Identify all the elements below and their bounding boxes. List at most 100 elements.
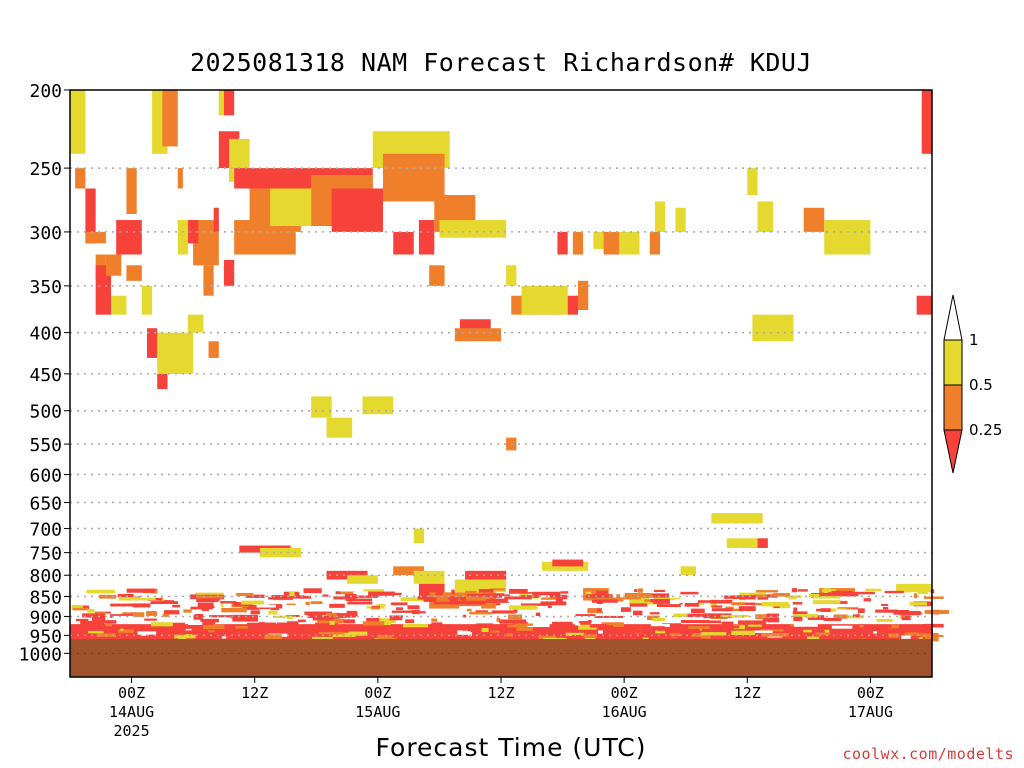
pbl-streak (335, 591, 341, 595)
pbl-streak (811, 592, 835, 598)
ri-cell (105, 254, 122, 276)
pbl-streak (71, 604, 83, 610)
pbl-streak (190, 606, 213, 610)
colorbar-label: 1 (969, 331, 979, 349)
pbl-streak (769, 625, 775, 630)
pbl-streak (178, 636, 186, 640)
pbl-streak (303, 596, 333, 602)
pbl-streak (366, 618, 380, 623)
pbl-streak (859, 627, 876, 631)
y-tick-label: 250 (29, 159, 62, 180)
pbl-streak (417, 596, 426, 600)
ri-cell (413, 570, 445, 584)
pbl-streak (507, 624, 528, 628)
pbl-streak (169, 622, 186, 627)
pbl-streak (370, 607, 380, 610)
pbl-streak (499, 619, 527, 624)
x-tick-label: 12Z (241, 684, 268, 702)
pbl-streak (904, 632, 932, 637)
pbl-streak (549, 594, 568, 600)
ri-cell (654, 201, 666, 232)
pbl-streak (785, 595, 802, 599)
pbl-streak (261, 625, 272, 628)
pbl-streak (887, 624, 900, 629)
pbl-streak (575, 614, 596, 617)
y-tick-label: 800 (29, 566, 62, 587)
y-tick-label: 900 (29, 607, 62, 628)
pbl-streak (353, 591, 358, 596)
ri-cell (382, 153, 445, 202)
pbl-streak (126, 588, 156, 593)
pbl-streak (532, 591, 561, 596)
pbl-streak (565, 632, 585, 637)
pbl-streak (177, 630, 197, 635)
pbl-streak (263, 624, 287, 629)
pbl-streak (642, 593, 670, 598)
pbl-streak (264, 617, 288, 623)
pbl-streak (76, 618, 89, 622)
pbl-streak (520, 603, 549, 606)
ri-cell (177, 220, 189, 255)
colorbar-red (943, 429, 963, 474)
ri-cell (347, 575, 378, 584)
ri-cell (552, 559, 584, 567)
pbl-streak (761, 632, 789, 637)
pbl-streak (756, 590, 779, 593)
pbl-streak (526, 622, 550, 628)
pbl-streak (629, 603, 648, 607)
pbl-streak (486, 593, 505, 596)
pbl-streak (701, 628, 717, 634)
pbl-streak (150, 622, 173, 627)
pbl-streak (731, 630, 755, 635)
ri-cell (747, 168, 758, 196)
pbl-streak (466, 608, 472, 612)
y-tick-label: 750 (29, 544, 62, 565)
pbl-streak (363, 589, 385, 592)
pbl-streak (865, 588, 882, 592)
ri-cell (213, 207, 219, 232)
pbl-streak (172, 629, 181, 632)
ri-cell (465, 570, 507, 580)
pbl-streak (578, 624, 601, 630)
pbl-streak (863, 598, 871, 602)
pbl-streak (240, 600, 265, 605)
pbl-streak (313, 615, 333, 621)
pbl-streak (220, 601, 237, 604)
ri-cell (95, 265, 112, 315)
pbl-streak (481, 627, 489, 633)
pbl-streak (110, 603, 133, 607)
pbl-streak (117, 629, 134, 633)
pbl-streak (417, 628, 442, 632)
pbl-streak (508, 614, 523, 620)
pbl-streak (208, 630, 215, 633)
pbl-streak (853, 613, 860, 618)
pbl-streak (495, 603, 501, 606)
pbl-streak (117, 593, 134, 597)
pbl-streak (924, 610, 949, 614)
x-tick-label: 17AUG (848, 703, 893, 721)
pbl-streak (662, 623, 682, 629)
pbl-streak (835, 609, 858, 615)
pbl-streak (209, 615, 236, 618)
pbl-streak (315, 622, 339, 626)
y-tick-label: 200 (29, 81, 62, 102)
pbl-streak (670, 633, 683, 637)
pbl-streak (812, 595, 841, 599)
pbl-streak (145, 627, 152, 630)
ri-cell (711, 513, 763, 524)
pbl-streak (656, 604, 681, 608)
pbl-streak (150, 601, 178, 605)
pbl-streak (793, 623, 818, 627)
y-tick-label: 300 (29, 223, 62, 244)
pbl-streak (674, 599, 698, 604)
ground-fill (70, 639, 932, 677)
pbl-streak (863, 624, 892, 628)
pbl-streak (594, 615, 624, 618)
pbl-streak (144, 618, 157, 621)
ri-cell (75, 168, 86, 189)
pbl-streak (462, 628, 477, 631)
pbl-streak (137, 631, 157, 635)
pbl-streak (457, 596, 487, 601)
ri-cell (413, 528, 425, 544)
pbl-streak (407, 605, 420, 610)
